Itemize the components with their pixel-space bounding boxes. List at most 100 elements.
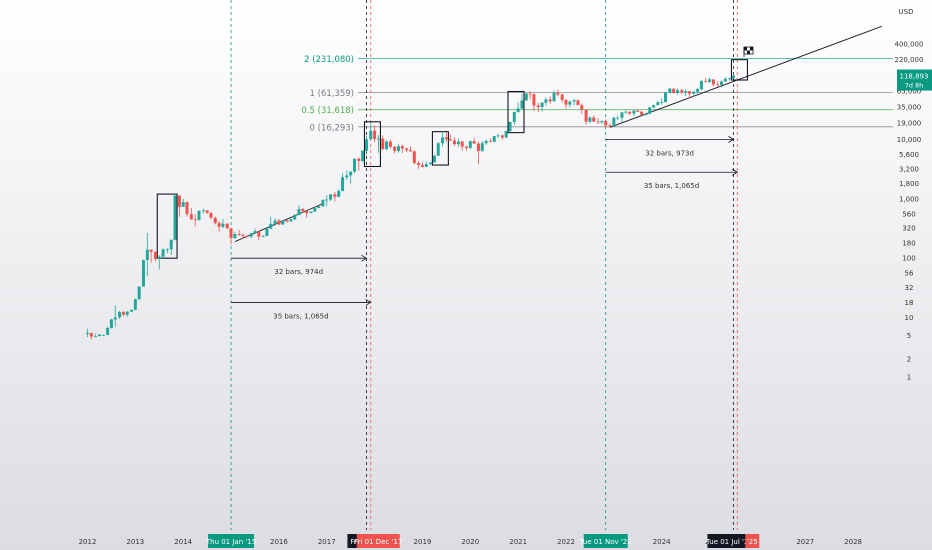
- candle-body: [444, 137, 448, 140]
- date-marker-badge: [583, 534, 628, 548]
- candle-body: [281, 220, 285, 225]
- date-marker-label: Tue 01 Jul '25: [705, 538, 753, 546]
- candle-body: [668, 88, 672, 93]
- candle-body: [89, 333, 93, 337]
- candle-body: [225, 223, 229, 229]
- candle-body: [612, 117, 616, 127]
- candle-body: [672, 88, 676, 93]
- candle-body: [86, 333, 89, 334]
- candle-body: [608, 125, 612, 127]
- candle-body: [213, 217, 217, 224]
- candle-body: [472, 141, 476, 144]
- candle-body: [424, 164, 428, 167]
- candle-body: [484, 140, 488, 144]
- candle-body: [297, 209, 301, 216]
- arrow-icon: [365, 299, 372, 306]
- candle-body: [305, 210, 309, 214]
- candles: [86, 74, 735, 340]
- date-marker-badge: [707, 534, 752, 548]
- trendline: [609, 25, 882, 128]
- candle-body: [269, 223, 273, 229]
- candle-body: [388, 141, 392, 147]
- arrow-icon: [728, 136, 735, 143]
- candle-body: [456, 141, 460, 145]
- x-tick-label: 2027: [796, 538, 814, 546]
- y-tick-label: 3,200: [899, 165, 919, 173]
- candle-body: [648, 107, 652, 114]
- candle-body: [141, 260, 145, 287]
- candle-body: [201, 210, 205, 212]
- candle-body: [616, 117, 620, 119]
- x-axis: 2012 2013 2014 2016 2017 2019 2020 2021 2022 2024…: [79, 534, 862, 548]
- candle-body: [600, 120, 604, 123]
- candle-body: [711, 79, 715, 85]
- candle-body: [273, 220, 277, 224]
- candle-body: [731, 75, 735, 79]
- candle-body: [552, 92, 556, 102]
- candle-body: [556, 92, 560, 95]
- candle-body: [512, 111, 516, 122]
- candle-body: [628, 111, 632, 114]
- candle-body: [353, 158, 357, 172]
- candle-body: [289, 219, 293, 222]
- candle-body: [584, 109, 588, 122]
- candle-body: [185, 202, 189, 215]
- candle-body: [664, 92, 668, 103]
- candle-body: [644, 113, 648, 115]
- candle-body: [349, 171, 353, 176]
- measure-label: 35 bars, 1,065d: [273, 312, 328, 320]
- candle-body: [130, 309, 134, 312]
- candle-body: [345, 175, 349, 178]
- candle-body: [193, 219, 197, 221]
- y-tick-label: 1: [907, 374, 911, 382]
- y-tick-label: 32: [905, 284, 914, 292]
- candle-body: [106, 327, 110, 335]
- candle-body: [261, 235, 265, 237]
- candle-body: [217, 223, 221, 227]
- y-tick-label: 65,000: [897, 88, 922, 96]
- candle-body: [245, 236, 249, 237]
- candle-body: [464, 146, 468, 148]
- fib-level-label: 2 (231,080): [304, 55, 354, 65]
- candle-body: [229, 228, 233, 239]
- candle-body: [448, 139, 452, 141]
- candle-body: [576, 100, 580, 106]
- candle-body: [532, 94, 536, 106]
- candle-body: [101, 334, 105, 336]
- candle-body: [397, 146, 401, 151]
- fib-levels: 2 (231,080) 1 (61,359) 0.5 (31,618) 0 (16,2…: [301, 55, 893, 133]
- candle-body: [337, 191, 341, 197]
- candle-body: [97, 334, 101, 337]
- candle-body: [675, 90, 679, 93]
- candle-body: [536, 105, 540, 108]
- y-tick-label: 5,600: [899, 151, 919, 159]
- y-tick-label: 2: [907, 356, 911, 364]
- highlight-box: [363, 121, 381, 168]
- fib-level-label: 0 (16,293): [310, 123, 354, 133]
- candle-body: [516, 108, 520, 112]
- date-marker-label: Fri 01 Dec '17: [354, 538, 402, 546]
- candle-body: [684, 91, 688, 93]
- x-tick-label: 2022: [557, 538, 575, 546]
- candle-body: [504, 131, 508, 138]
- candle-body: [109, 319, 113, 328]
- candle-body: [189, 214, 193, 220]
- candle-body: [564, 99, 568, 105]
- x-tick-label: 2019: [414, 538, 432, 546]
- price-badge-bg: [897, 69, 932, 91]
- y-tick-label: 180: [902, 240, 915, 248]
- candle-body: [488, 140, 492, 142]
- candle-body: [476, 143, 480, 151]
- candle-body: [405, 148, 409, 151]
- candle-body: [341, 177, 345, 192]
- highlight-box: [431, 131, 449, 166]
- date-marker-label: '25: [747, 538, 758, 546]
- candle-body: [253, 231, 257, 234]
- candle-body: [441, 137, 445, 144]
- date-marker-label: Thu 01 Jan '15: [205, 538, 256, 546]
- candle-body: [153, 251, 157, 259]
- candle-body: [137, 286, 141, 300]
- candle-body: [317, 206, 321, 209]
